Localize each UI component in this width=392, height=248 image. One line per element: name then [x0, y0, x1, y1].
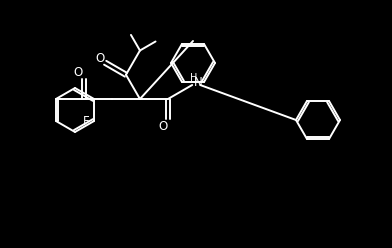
Text: O: O	[73, 65, 83, 79]
Text: F: F	[83, 115, 89, 127]
Text: O: O	[158, 120, 167, 132]
Text: H: H	[189, 73, 197, 83]
Text: N: N	[194, 75, 203, 89]
Text: O: O	[96, 52, 105, 65]
